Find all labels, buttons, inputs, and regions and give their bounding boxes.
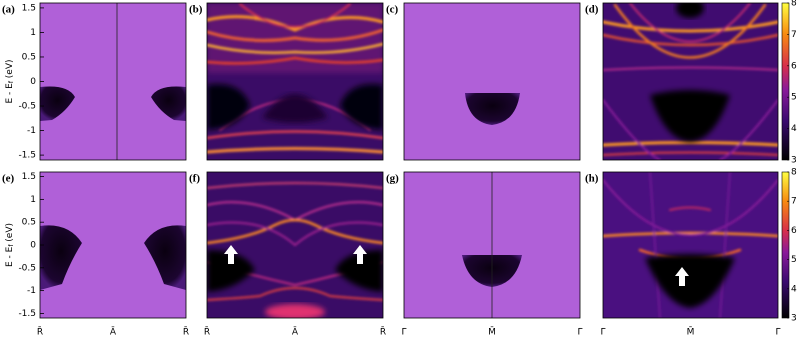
y-tick-label: 0 (30, 241, 36, 251)
y-tick-label: 0.5 (22, 218, 36, 228)
y-label-sub: f (8, 80, 15, 83)
x-tick-label: Γ̄ (401, 328, 406, 338)
panel-label: (b) (189, 4, 203, 16)
plot-frame (403, 2, 581, 161)
plot-frame (403, 171, 581, 319)
plot-frame (206, 2, 384, 161)
y-tick-label: 1 (30, 195, 36, 205)
x-tick-label: R̄ (183, 326, 189, 338)
y-tick-label: -0.5 (18, 263, 36, 273)
colorbar-tick-label: 6 (791, 61, 797, 71)
y-axis-label: E - Ef (eV) (5, 59, 15, 103)
panel-b (207, 3, 383, 160)
colorbar-tick-label: 7 (791, 197, 797, 207)
colorbar-frame (781, 171, 790, 319)
panel-label: (g) (386, 173, 399, 185)
colorbar-tick-label: 8 (791, 0, 797, 9)
y-tick-label: 1 (30, 28, 36, 38)
x-tick-label: Ā (110, 327, 117, 338)
x-tick-label: Γ̄ (577, 328, 582, 338)
panel-c (404, 3, 580, 160)
colorbar-frame (781, 2, 790, 161)
panel-label: (f) (189, 173, 200, 185)
x-tick-label: M̄ (687, 326, 695, 338)
y-label-main: E - E (5, 246, 15, 267)
panel-label: (d) (585, 4, 599, 16)
y-label-unit: (eV) (5, 59, 15, 81)
colorbar-tick-label: 3 (791, 314, 797, 324)
colorbar (782, 172, 789, 318)
panel-label: (c) (386, 4, 399, 16)
panel-label: (e) (2, 173, 15, 185)
plot-frame (206, 171, 384, 319)
colorbar-tick-label: 5 (791, 255, 797, 265)
panel-label: (h) (585, 173, 599, 185)
x-tick-label: M̄ (488, 326, 496, 338)
x-tick-label: Γ̄ (600, 328, 605, 338)
x-tick-label: Ā (292, 327, 299, 338)
y-tick-label: -1 (27, 286, 36, 296)
x-tick-label: R̄ (37, 326, 43, 338)
y-label-sub: f (8, 244, 15, 247)
colorbar-tick-label: 5 (791, 93, 797, 103)
y-tick-label: -0.5 (18, 102, 36, 112)
y-tick-label: 1.5 (22, 172, 36, 182)
colorbar (782, 3, 789, 160)
plot-frame (602, 171, 779, 319)
panel-label: (a) (2, 4, 15, 16)
colorbar-tick-label: 6 (791, 226, 797, 236)
panel-d (603, 3, 778, 160)
y-tick-label: 0 (30, 77, 36, 87)
y-tick-label: 1.5 (22, 3, 36, 13)
x-tick-label: R̄ (204, 326, 210, 338)
y-label-unit: (eV) (5, 223, 15, 245)
y-tick-label: -1.5 (18, 151, 36, 161)
panel-f (207, 172, 383, 318)
panel-a (40, 3, 186, 160)
x-tick-label: R̄ (380, 326, 386, 338)
colorbar-tick-label: 8 (791, 168, 797, 178)
colorbar-tick-label: 4 (791, 284, 797, 294)
y-tick-label: -1.5 (18, 309, 36, 319)
panel-h (603, 172, 778, 318)
x-tick-label: Γ̄ (775, 328, 780, 338)
panel-e (40, 172, 186, 318)
y-axis-label: E - Ef (eV) (5, 223, 15, 267)
y-label-main: E - E (5, 83, 15, 104)
y-tick-label: 0.5 (22, 52, 36, 62)
plot-frame (602, 2, 779, 161)
colorbar-tick-label: 4 (791, 124, 797, 134)
panel-g (404, 172, 580, 318)
colorbar-tick-label: 7 (791, 30, 797, 40)
colorbar-tick-label: 3 (791, 156, 797, 166)
y-tick-label: -1 (27, 126, 36, 136)
